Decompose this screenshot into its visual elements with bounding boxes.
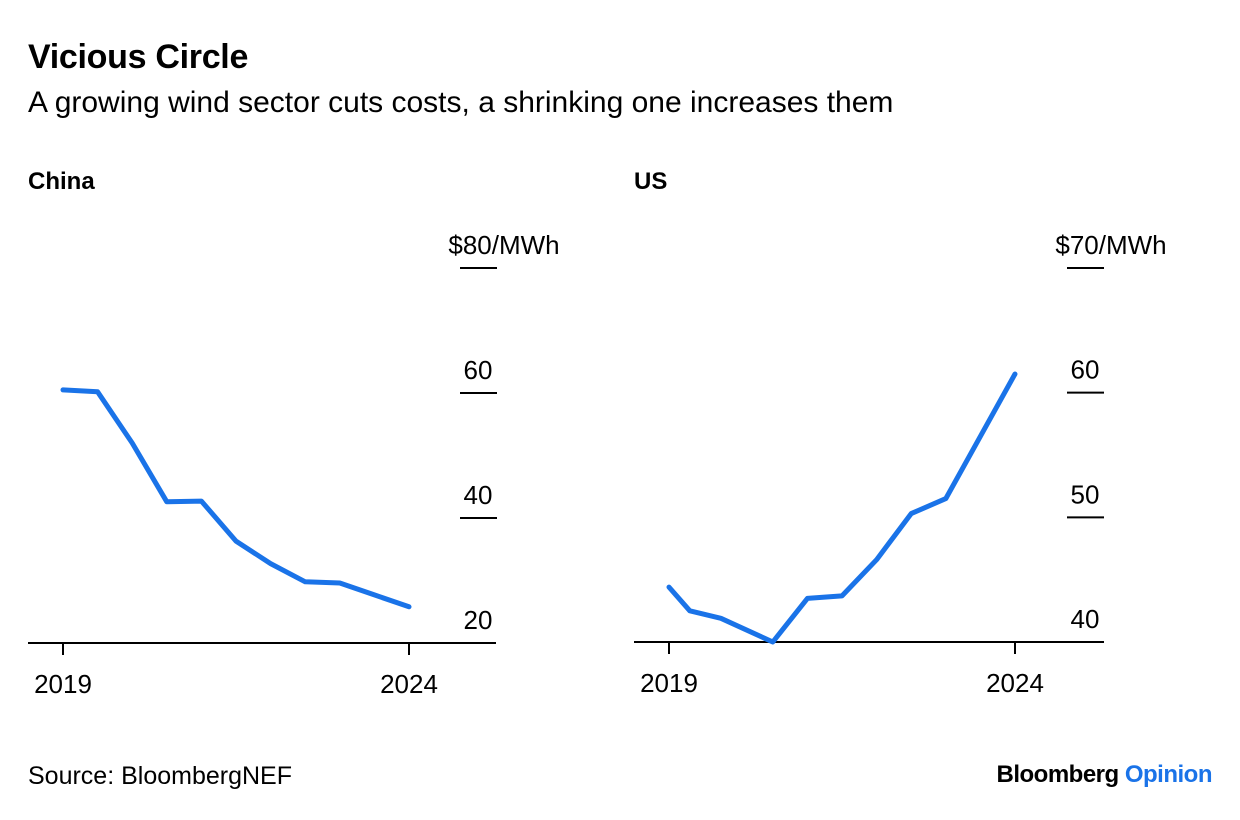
us-line-chart: $70/MWh 60 50 40 2019 2024: [634, 230, 1167, 698]
china-ytick-label-80: $80/MWh: [448, 230, 559, 260]
brand-name: Bloomberg: [996, 761, 1120, 788]
us-ytick-label-50: 50: [1071, 479, 1100, 509]
us-ytick-label-60: 60: [1071, 355, 1100, 385]
china-ytick-label-60: 60: [464, 355, 493, 385]
china-line-chart: $80/MWh 60 40 20 2019 2024: [28, 230, 560, 699]
chart-title: Vicious Circle: [28, 38, 249, 76]
china-xtick-label-2019: 2019: [34, 669, 92, 699]
us-ytick-label-40: 40: [1071, 604, 1100, 634]
source-note: Source: BloombergNEF: [28, 762, 293, 790]
china-ytick-label-20: 20: [464, 605, 493, 635]
china-ytick-label-40: 40: [464, 480, 493, 510]
china-panel-title: China: [28, 168, 95, 195]
china-price-line: [60, 387, 412, 610]
us-ytick-label-70: $70/MWh: [1055, 230, 1166, 260]
us-price-line: [666, 371, 1018, 645]
chart-subtitle: A growing wind sector cuts costs, a shri…: [28, 86, 894, 119]
brand-logo: Bloomberg Opinion: [997, 761, 1213, 789]
china-xtick-label-2024: 2024: [380, 669, 438, 699]
us-panel-title: US: [634, 168, 668, 195]
brand-opinion: Opinion: [1124, 761, 1213, 788]
us-xtick-label-2019: 2019: [640, 668, 698, 698]
us-xtick-label-2024: 2024: [986, 668, 1044, 698]
